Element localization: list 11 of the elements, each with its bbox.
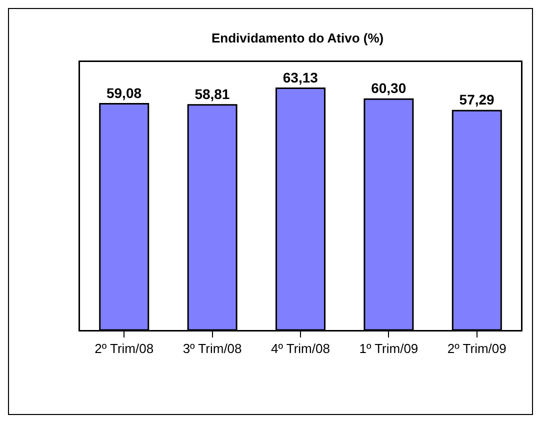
- x-tick-label: 4º Trim/08: [271, 341, 330, 356]
- data-label: 58,81: [194, 86, 230, 102]
- x-tick-label: 2º Trim/09: [447, 341, 506, 356]
- data-label: 57,29: [459, 92, 495, 108]
- x-tick-label: 3º Trim/08: [182, 341, 242, 356]
- data-label: 63,13: [282, 69, 318, 86]
- x-tick-label: 2º Trim/08: [94, 341, 154, 356]
- x-tick-label: 1º Trim/09: [359, 341, 418, 356]
- chart-title: Endividamento do Ativo (%): [211, 30, 384, 46]
- data-label: 59,08: [106, 84, 142, 101]
- data-label: 60,30: [371, 80, 406, 96]
